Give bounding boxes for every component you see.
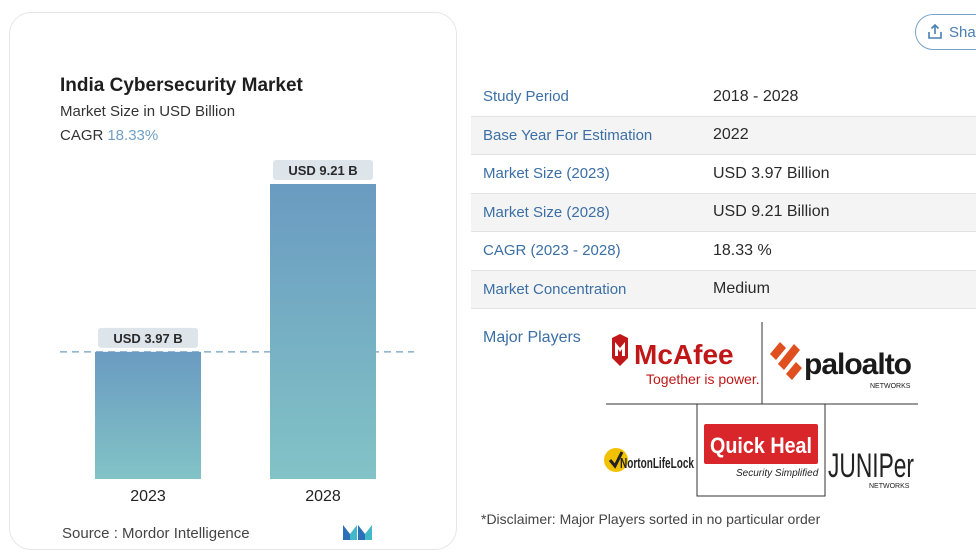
major-players-grid: McAfee Together is power. paloalto NETWO… [604,322,918,497]
share-button[interactable]: Sha [915,14,976,50]
bar-2023 [95,351,201,479]
row-key: CAGR (2023 - 2028) [483,242,621,260]
cagr-value: 18.33% [107,127,159,144]
market-info-table: Study Period 2018 - 2028 Base Year For E… [471,78,976,309]
row-key: Study Period [483,88,569,106]
share-icon [928,23,942,39]
cagr-row: CAGR 18.33% [60,127,158,144]
paloalto-mark-icon [770,342,802,380]
paloalto-name: paloalto [804,348,912,381]
quickheal-logo: Quick Heal Security Simplified [704,424,819,479]
table-row: Study Period 2018 - 2028 [471,78,976,117]
cagr-label: CAGR [60,127,104,144]
row-key: Market Concentration [483,280,627,298]
mcafee-name: McAfee [634,339,734,370]
chart-subtitle: Market Size in USD Billion [60,103,236,120]
x-tick-label: 2023 [130,488,166,505]
table-row: CAGR (2023 - 2028) 18.33 % [471,232,976,271]
disclaimer-note: *Disclaimer: Major Players sorted in no … [481,511,821,527]
row-value: 2018 - 2028 [713,87,799,105]
row-value: 2022 [713,126,749,144]
chart-card: India Cybersecurity Market Market Size i… [9,12,457,550]
row-key: Market Size (2028) [483,203,610,221]
row-key: Base Year For Estimation [483,126,653,144]
juniper-tagline: NETWORKS [869,483,910,490]
row-value: USD 3.97 Billion [713,164,830,182]
table-row: Base Year For Estimation 2022 [471,116,976,155]
chart-title: India Cybersecurity Market [60,75,303,96]
paloalto-tagline: NETWORKS [870,383,911,390]
row-key: Market Size (2023) [483,165,610,183]
major-players-label: Major Players [483,329,581,346]
share-label: Sha [949,23,976,41]
x-tick-label: 2028 [305,488,341,505]
mordor-intelligence-logo [343,525,372,540]
quickheal-name: Quick Heal [710,433,812,458]
norton-name: NortonLifeLock [620,455,694,472]
source-note: Source : Mordor Intelligence [62,525,250,542]
row-value: 18.33 % [713,241,772,259]
quickheal-tagline: Security Simplified [736,468,819,479]
data-label: USD 3.97 B [113,331,182,346]
row-value: Medium [713,280,770,298]
data-label-bg [98,327,198,348]
table-row: Market Size (2023) USD 3.97 Billion [471,155,976,194]
table-row: Market Concentration Medium [471,270,976,309]
table-row: Market Size (2028) USD 9.21 Billion [471,193,976,232]
nortonlifelock-logo: NortonLifeLock [604,448,694,472]
bar-chart: USD 3.97 B 2023 USD 9.21 B 2028 [60,160,414,505]
data-label: USD 9.21 B [288,163,357,178]
bar-2028 [270,184,376,479]
row-value: USD 9.21 Billion [713,203,830,221]
paloalto-logo: paloalto NETWORKS [770,342,913,390]
juniper-logo: JUNIPer NETWORKS [828,447,914,490]
mcafee-logo: McAfee Together is power. [612,334,760,387]
juniper-name: JUNIPer [828,447,914,485]
mcafee-tagline: Together is power. [646,371,760,387]
data-label-bg [273,160,373,180]
